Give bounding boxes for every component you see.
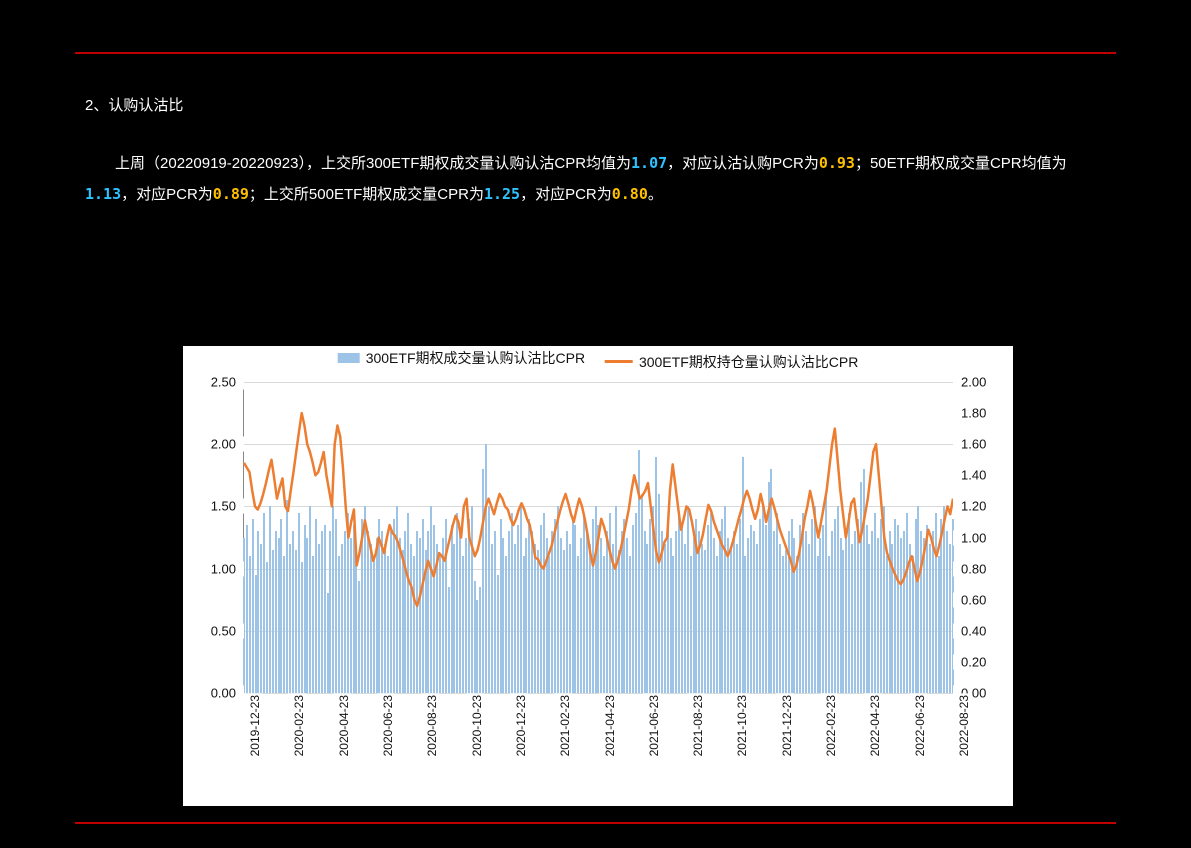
rule-top <box>75 52 1116 54</box>
t-e: ；上交所500ETF期权成交量CPR为 <box>249 186 484 203</box>
heading-p1: 2、认购认沽比 <box>85 90 1106 122</box>
chart-left-bg <box>183 382 243 694</box>
x-tick: 2021-04-23 <box>599 693 617 758</box>
line-swatch-icon <box>605 360 633 363</box>
y-right-tick: 0.40 <box>953 623 986 638</box>
val-2: 0.93 <box>819 154 855 172</box>
legend-label-1: 300ETF期权成交量认购认沽比CPR <box>366 348 585 368</box>
y-left-tick: 2.00 <box>211 437 244 452</box>
x-tick: 2021-06-23 <box>643 693 661 758</box>
t-d: ，对应PCR为 <box>121 186 213 203</box>
y-right-tick: 1.80 <box>953 406 986 421</box>
x-tick: 2019-12-23 <box>244 693 262 758</box>
x-tick: 2021-02-23 <box>554 693 572 758</box>
y-right-tick: 1.60 <box>953 437 986 452</box>
y-left-tick: 0.00 <box>211 686 244 701</box>
page-root: 2、认购认沽比 上周（20220919-20220923），上交所300ETF期… <box>0 0 1191 848</box>
cpr-chart: 300ETF期权成交量认购认沽比CPR 300ETF期权持仓量认购认沽比CPR … <box>183 346 1013 806</box>
y-left-tick: 1.50 <box>211 499 244 514</box>
val-3: 1.13 <box>85 185 121 203</box>
val-6: 0.80 <box>612 185 648 203</box>
x-tick: 2022-06-23 <box>909 693 927 758</box>
x-tick: 2020-08-23 <box>421 693 439 758</box>
x-tick: 2020-06-23 <box>377 693 395 758</box>
x-tick: 2020-12-23 <box>510 693 528 758</box>
bar-swatch-icon <box>338 353 360 363</box>
x-tick: 2020-10-23 <box>466 693 484 758</box>
y-right-tick: 0.60 <box>953 592 986 607</box>
body-text: 2、认购认沽比 上周（20220919-20220923），上交所300ETF期… <box>85 90 1106 211</box>
plot-area: 0.000.501.001.502.002.50 0.000.200.400.6… <box>243 382 953 694</box>
x-tick: 2022-02-23 <box>820 693 838 758</box>
y-right-tick: 0.80 <box>953 561 986 576</box>
x-tick: 2020-04-23 <box>333 693 351 758</box>
t-date: 20220919-20220923 <box>160 155 298 172</box>
x-tick: 2022-04-23 <box>864 693 882 758</box>
line-series <box>244 382 953 693</box>
y-right-tick: 1.20 <box>953 499 986 514</box>
y-right-tick: 1.00 <box>953 530 986 545</box>
y-left-tick: 2.50 <box>211 375 244 390</box>
rule-bottom <box>75 822 1116 824</box>
val-5: 1.25 <box>484 185 520 203</box>
x-tick: 2021-10-23 <box>731 693 749 758</box>
t-g: 。 <box>648 186 663 203</box>
legend-item-bar: 300ETF期权成交量认购认沽比CPR <box>338 348 585 368</box>
y-left-tick: 1.00 <box>211 561 244 576</box>
t-c: ；50ETF期权成交量CPR均值为 <box>855 155 1067 172</box>
y-right-tick: 2.00 <box>953 375 986 390</box>
t-prefix: 上周（ <box>115 155 160 172</box>
x-tick: 2021-08-23 <box>687 693 705 758</box>
y-left-tick: 0.50 <box>211 623 244 638</box>
legend-label-2: 300ETF期权持仓量认购认沽比CPR <box>639 352 858 372</box>
val-4: 0.89 <box>213 185 249 203</box>
y-right-tick: 0.20 <box>953 654 986 669</box>
chart-legend: 300ETF期权成交量认购认沽比CPR 300ETF期权持仓量认购认沽比CPR <box>326 348 871 372</box>
x-tick: 2022-08-23 <box>953 693 971 758</box>
x-tick: 2020-02-23 <box>288 693 306 758</box>
t-a: ），上交所300ETF期权成交量认购认沽CPR均值为 <box>299 155 632 172</box>
legend-item-line: 300ETF期权持仓量认购认沽比CPR <box>605 352 858 372</box>
val-1: 1.07 <box>631 154 667 172</box>
chart-bottom-bg <box>183 694 1013 806</box>
x-tick: 2021-12-23 <box>776 693 794 758</box>
t-f: ，对应PCR为 <box>520 186 612 203</box>
t-b: ，对应认沽认购PCR为 <box>667 155 819 172</box>
y-right-tick: 1.40 <box>953 468 986 483</box>
